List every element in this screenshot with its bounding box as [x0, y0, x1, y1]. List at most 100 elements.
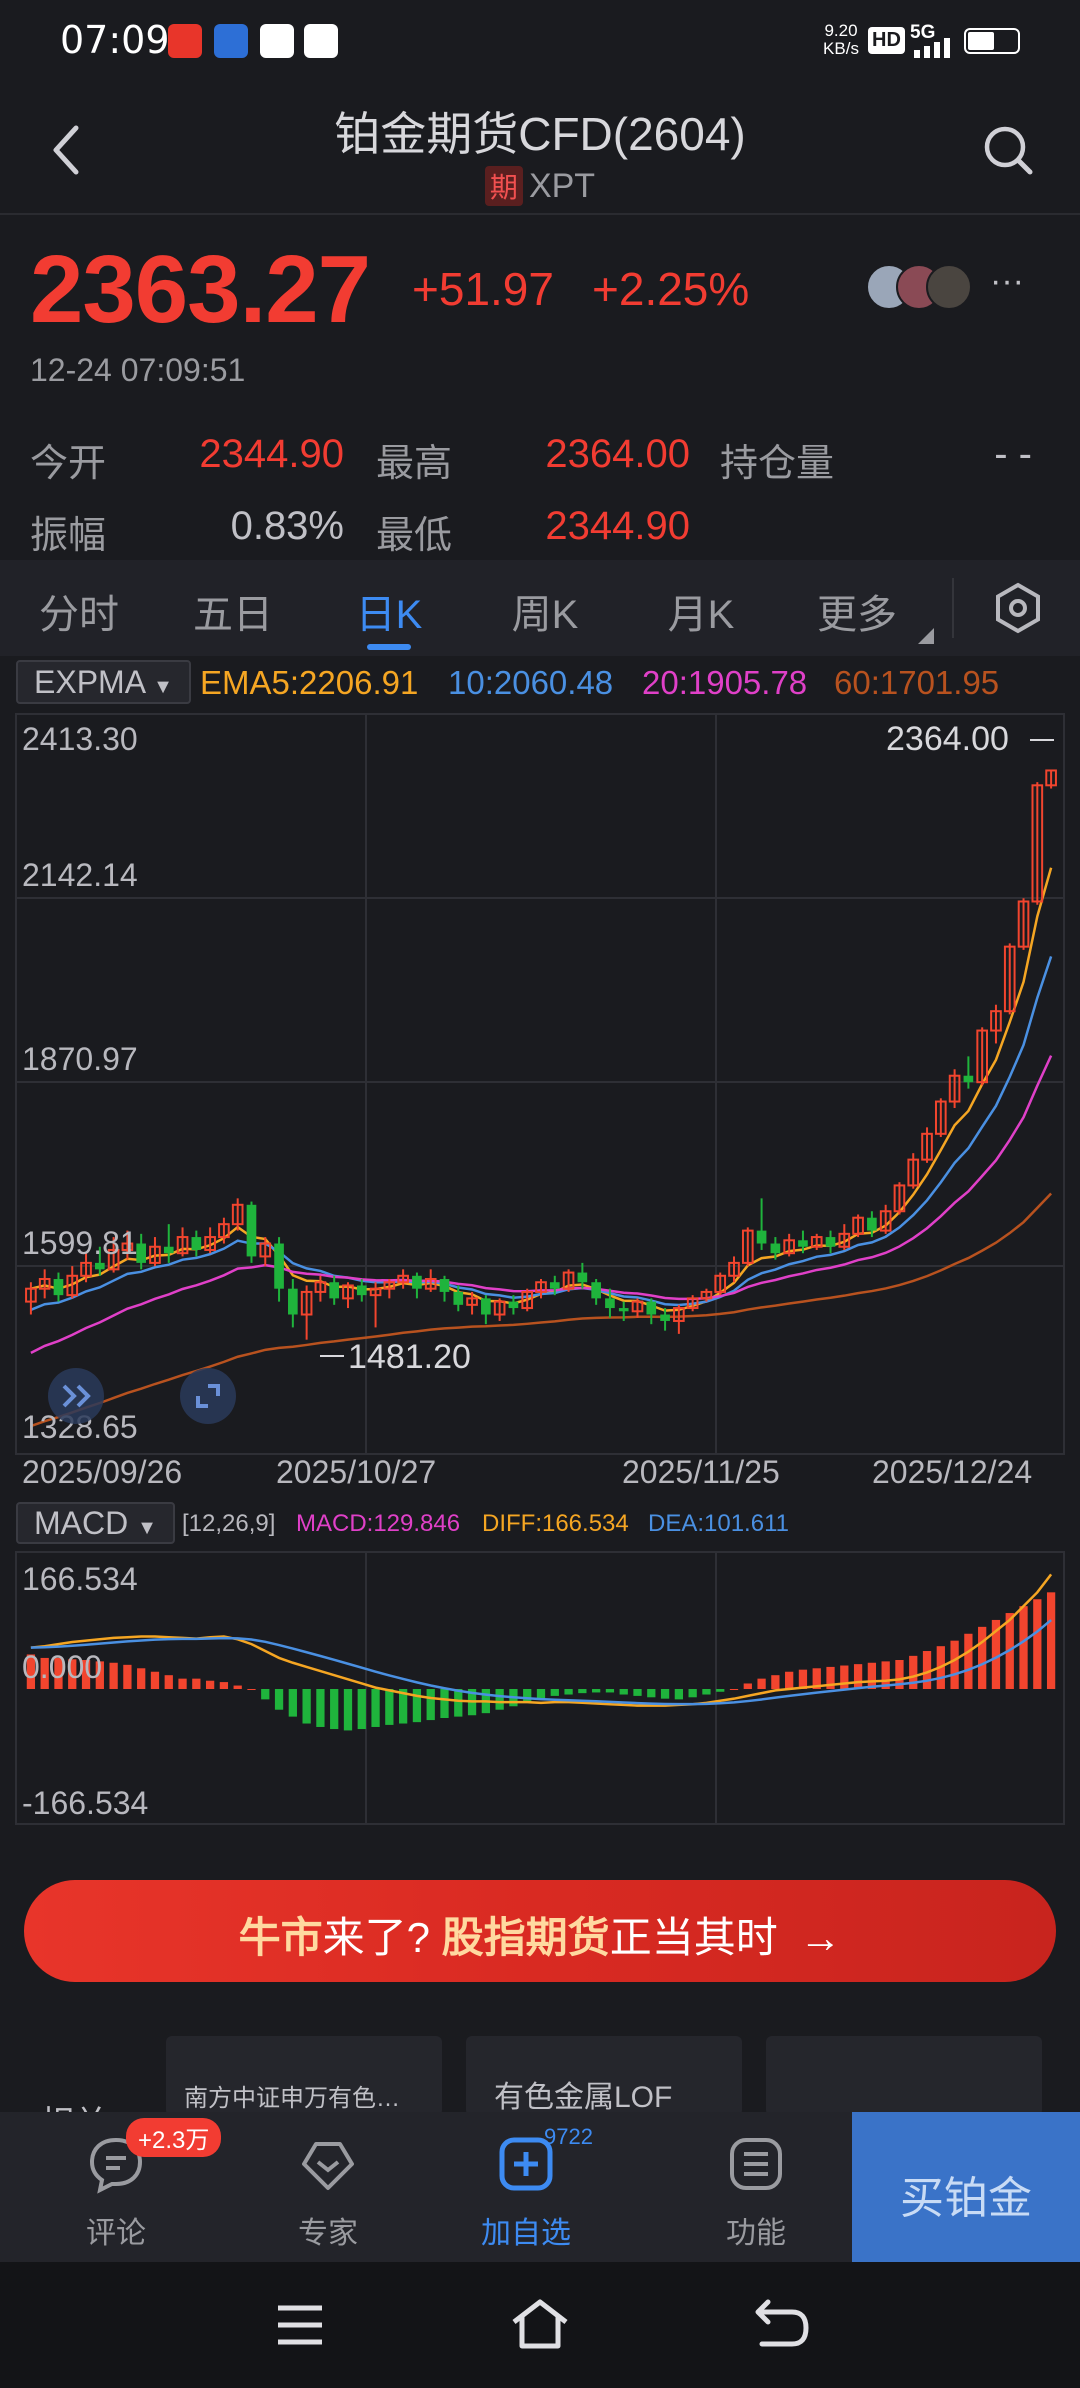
- macd-grid: [15, 1551, 1065, 1825]
- macd-bar: [798, 1669, 808, 1689]
- macd-bar: [247, 1689, 256, 1690]
- chevron-down-icon: ▼: [153, 676, 173, 698]
- macd-bar: [81, 1659, 91, 1689]
- indicator-bar: EXPMA ▼ EMA5:2206.91 10:2060.48 20:1905.…: [0, 660, 1080, 708]
- related-card[interactable]: 南方中证申万有色…: [166, 2036, 442, 2116]
- macd-bar: [288, 1689, 297, 1717]
- nav-add-watchlist[interactable]: 9722 加自选: [481, 2124, 593, 2250]
- menu-icon[interactable]: [272, 2300, 328, 2350]
- tab-five-day[interactable]: 五日: [193, 593, 273, 637]
- macd-bar: [205, 1680, 215, 1689]
- candle: [1003, 943, 1016, 1015]
- candle: [976, 1027, 988, 1086]
- macd-bar: [40, 1657, 49, 1689]
- back-icon[interactable]: [46, 122, 86, 178]
- candle: [934, 1098, 947, 1138]
- nav-functions[interactable]: 功能: [666, 2112, 846, 2262]
- tab-daily-k[interactable]: 日K: [355, 593, 423, 637]
- active-tab-indicator: [367, 644, 411, 650]
- candle: [424, 1269, 437, 1292]
- back-nav-icon[interactable]: [752, 2296, 812, 2352]
- macd-bar: [123, 1664, 132, 1689]
- macd-value: MACD:129.846: [296, 1510, 461, 1537]
- amplitude-label: 振幅: [30, 515, 107, 557]
- macd-chart[interactable]: 166.534 0.000 -166.534: [0, 1548, 1080, 1828]
- macd-lines: [30, 1573, 1053, 1707]
- price-change-pct: +2.25%: [592, 263, 750, 315]
- related-card[interactable]: [766, 2036, 1042, 2116]
- comment-badge: +2.3万: [126, 2118, 222, 2157]
- macd-bar: [357, 1689, 366, 1730]
- macd-bar: [743, 1683, 752, 1689]
- macd-bar: [881, 1661, 890, 1689]
- indicator-select[interactable]: EXPMA ▼: [16, 660, 191, 704]
- macd-select[interactable]: MACD ▼: [16, 1502, 175, 1544]
- home-icon[interactable]: [508, 2296, 572, 2352]
- community-avatars[interactable]: [866, 264, 980, 312]
- macd-bar: [343, 1689, 353, 1731]
- candle: [274, 1237, 284, 1302]
- candle: [329, 1275, 340, 1305]
- comment-icon: [89, 2137, 143, 2194]
- page-subtitle: 期 XPT: [0, 166, 1080, 206]
- candle: [673, 1304, 685, 1334]
- candle: [259, 1237, 272, 1267]
- macd-bar: [164, 1675, 173, 1689]
- macd-bar: [233, 1685, 242, 1689]
- candle: [1031, 782, 1044, 905]
- avatar: [926, 264, 972, 310]
- app-notification-icon-4: [304, 24, 338, 58]
- tab-intraday[interactable]: 分时: [39, 593, 119, 637]
- candle: [810, 1233, 823, 1250]
- candle: [660, 1308, 670, 1331]
- battery-icon: [964, 28, 1020, 54]
- open-label: 今开: [30, 443, 107, 485]
- candle: [770, 1237, 781, 1260]
- tab-weekly-k[interactable]: 周K: [511, 593, 579, 637]
- fullscreen-icon[interactable]: [180, 1368, 236, 1424]
- candle: [867, 1211, 877, 1238]
- kline-chart[interactable]: 2413.30 2142.14 1870.97 1599.81 1328.65 …: [0, 708, 1080, 1488]
- status-time: 07:09: [60, 18, 170, 62]
- nav-expert[interactable]: 专家: [238, 2112, 418, 2262]
- search-icon[interactable]: [982, 124, 1034, 176]
- candle: [107, 1237, 120, 1273]
- buy-platinum-button[interactable]: 买铂金: [852, 2112, 1080, 2262]
- date-label: 2025/10/27: [276, 1454, 437, 1490]
- macd-bar: [771, 1675, 780, 1689]
- candle: [963, 1056, 974, 1089]
- promo-banner[interactable]: 牛市来了? 股指期货正当其时 →: [24, 1880, 1056, 1982]
- candle: [562, 1269, 575, 1292]
- candle: [618, 1301, 629, 1321]
- macd-bar: [895, 1659, 904, 1689]
- candle: [605, 1288, 615, 1318]
- macd-bar: [578, 1689, 587, 1694]
- candle: [356, 1279, 367, 1302]
- macd-bar: [150, 1671, 160, 1689]
- nav-comment[interactable]: +2.3万 评论: [26, 2112, 222, 2262]
- macd-bar: [316, 1689, 325, 1727]
- candle: [1045, 769, 1057, 789]
- functions-icon: [730, 2138, 782, 2190]
- macd-bar: [137, 1668, 146, 1689]
- tab-monthly-k[interactable]: 月K: [667, 593, 735, 637]
- macd-bar: [371, 1689, 380, 1727]
- candle: [700, 1288, 713, 1302]
- related-card[interactable]: 有色金属LOF: [466, 2036, 742, 2116]
- period-tabs: 分时 五日 日K 周K 月K 更多: [0, 560, 1080, 656]
- last-price: 2363.27: [30, 236, 371, 343]
- tab-more[interactable]: 更多: [817, 593, 897, 637]
- macd-bar: [109, 1662, 118, 1689]
- chart-settings-icon[interactable]: [992, 582, 1044, 634]
- candle: [80, 1253, 92, 1283]
- high-label: 最高: [376, 443, 453, 485]
- candle: [577, 1262, 588, 1289]
- y-axis-label: 2413.30: [22, 721, 138, 757]
- expand-left-icon[interactable]: [48, 1368, 104, 1424]
- signal-5g-icon: 5G: [910, 22, 958, 58]
- candle: [798, 1230, 808, 1254]
- macd-bar: [647, 1689, 656, 1698]
- more-icon[interactable]: ···: [990, 262, 1024, 300]
- candle: [95, 1246, 105, 1276]
- candle: [38, 1269, 51, 1299]
